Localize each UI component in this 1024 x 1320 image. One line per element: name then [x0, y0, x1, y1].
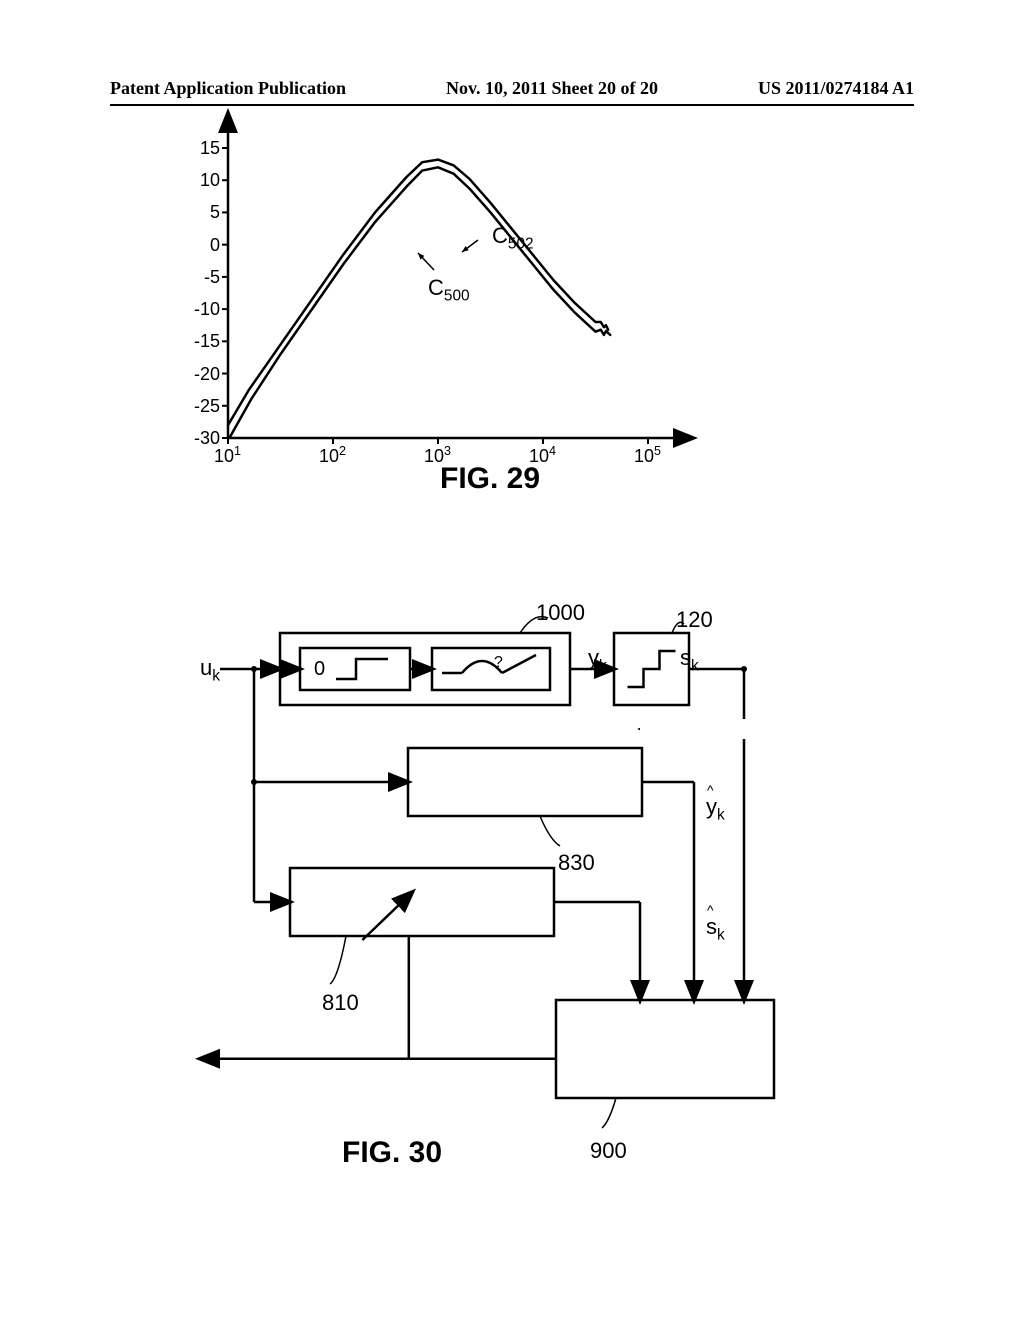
fig29-chart	[0, 0, 1024, 520]
xtick-label: 101	[214, 444, 241, 467]
diagram-label: 1000	[536, 600, 585, 626]
diagram-label: 810	[322, 990, 359, 1016]
ytick-label: -10	[184, 299, 220, 320]
diagram-label: s^k	[706, 914, 725, 944]
fig30-caption: FIG. 30	[342, 1136, 442, 1170]
curve-label: C500	[428, 275, 470, 305]
fig30-diagram: 0?	[0, 560, 1024, 1210]
diagram-label: y^k	[706, 794, 725, 824]
diagram-label: yk	[588, 645, 607, 675]
ytick-label: 10	[184, 170, 220, 191]
diagram-label: 830	[558, 850, 595, 876]
ytick-label: 0	[184, 235, 220, 256]
diagram-label: 120	[676, 607, 713, 633]
ytick-label: 15	[184, 138, 220, 159]
ytick-label: -25	[184, 396, 220, 417]
svg-text:?: ?	[494, 654, 503, 671]
diagram-label: sk	[680, 645, 699, 675]
xtick-label: 102	[319, 444, 346, 467]
diagram-label: uk	[200, 655, 220, 685]
curve-label: C502	[492, 223, 534, 253]
ytick-label: -15	[184, 331, 220, 352]
ytick-label: 5	[184, 202, 220, 223]
ytick-label: -5	[184, 267, 220, 288]
diagram-label: 900	[590, 1138, 627, 1164]
svg-text:0: 0	[314, 658, 325, 680]
fig29-caption: FIG. 29	[440, 462, 540, 496]
xtick-label: 105	[634, 444, 661, 467]
ytick-label: -20	[184, 364, 220, 385]
